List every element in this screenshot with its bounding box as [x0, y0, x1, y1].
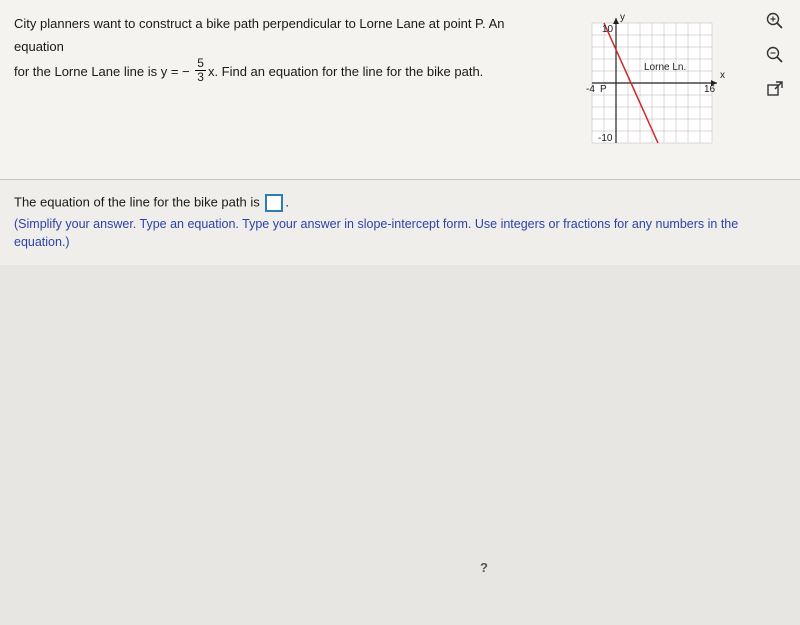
- problem-line2a: for the Lorne Lane line is y =: [14, 64, 182, 79]
- fraction-numerator: 5: [195, 57, 206, 71]
- side-tools: [764, 10, 786, 100]
- point-p-label: P: [600, 84, 607, 95]
- x-max: 16: [704, 84, 716, 95]
- popout-icon: [766, 80, 784, 98]
- y-arrow: [613, 18, 619, 24]
- y-axis-label: y: [620, 12, 625, 23]
- x-axis-label: x: [720, 70, 725, 81]
- fraction: 5 3: [195, 57, 206, 84]
- answer-area: The equation of the line for the bike pa…: [0, 180, 800, 265]
- neg-sign: −: [182, 64, 190, 79]
- zoom-out-button[interactable]: [764, 44, 786, 66]
- answer-suffix: .: [285, 194, 289, 209]
- zoom-out-icon: [766, 46, 784, 64]
- problem-statement: City planners want to construct a bike p…: [0, 0, 800, 180]
- zoom-in-button[interactable]: [764, 10, 786, 32]
- problem-text: City planners want to construct a bike p…: [14, 12, 534, 86]
- y-max: 10: [602, 24, 614, 35]
- answer-prompt: The equation of the line for the bike pa…: [14, 194, 780, 212]
- answer-instructions: (Simplify your answer. Type an equation.…: [14, 216, 780, 251]
- answer-input[interactable]: [265, 194, 283, 212]
- help-icon[interactable]: ?: [480, 560, 488, 575]
- y-min: -10: [598, 133, 613, 144]
- x-min: -4: [586, 84, 595, 95]
- problem-line2b: x. Find an equation for the line for the…: [208, 64, 483, 79]
- problem-line1: City planners want to construct a bike p…: [14, 16, 504, 54]
- answer-prefix: The equation of the line for the bike pa…: [14, 194, 263, 209]
- popout-button[interactable]: [764, 78, 786, 100]
- workspace: ?: [0, 265, 800, 625]
- lorne-label: Lorne Ln.: [644, 62, 686, 73]
- zoom-in-icon: [766, 12, 784, 30]
- fraction-denominator: 3: [195, 71, 206, 84]
- graph: y x 10 -10 -4 16 Lorne Ln. P: [582, 8, 742, 173]
- graph-svg: y x 10 -10 -4 16 Lorne Ln. P: [582, 8, 742, 168]
